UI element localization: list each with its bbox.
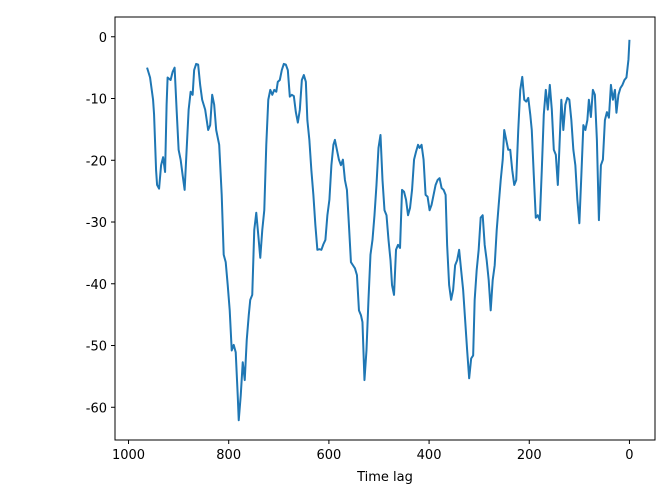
x-tick-label: 600 [316,448,341,463]
y-tick-label: -10 [86,93,107,108]
y-tick-label: -30 [86,216,107,231]
x-axis-label: Time lag [356,470,413,485]
y-tick-label: -20 [86,154,107,169]
x-tick-label: 400 [417,448,442,463]
y-tick-label: -50 [86,340,107,355]
y-tick-label: -40 [86,278,107,293]
axes-frame [114,16,656,441]
data-line [146,39,631,422]
y-tick-label: -60 [86,401,107,416]
y-tick-label: 0 [99,31,107,46]
x-tick-label: 0 [625,448,633,463]
x-tick-label: 800 [216,448,241,463]
x-tick-label: 1000 [112,448,145,463]
x-tick-label: 200 [517,448,542,463]
